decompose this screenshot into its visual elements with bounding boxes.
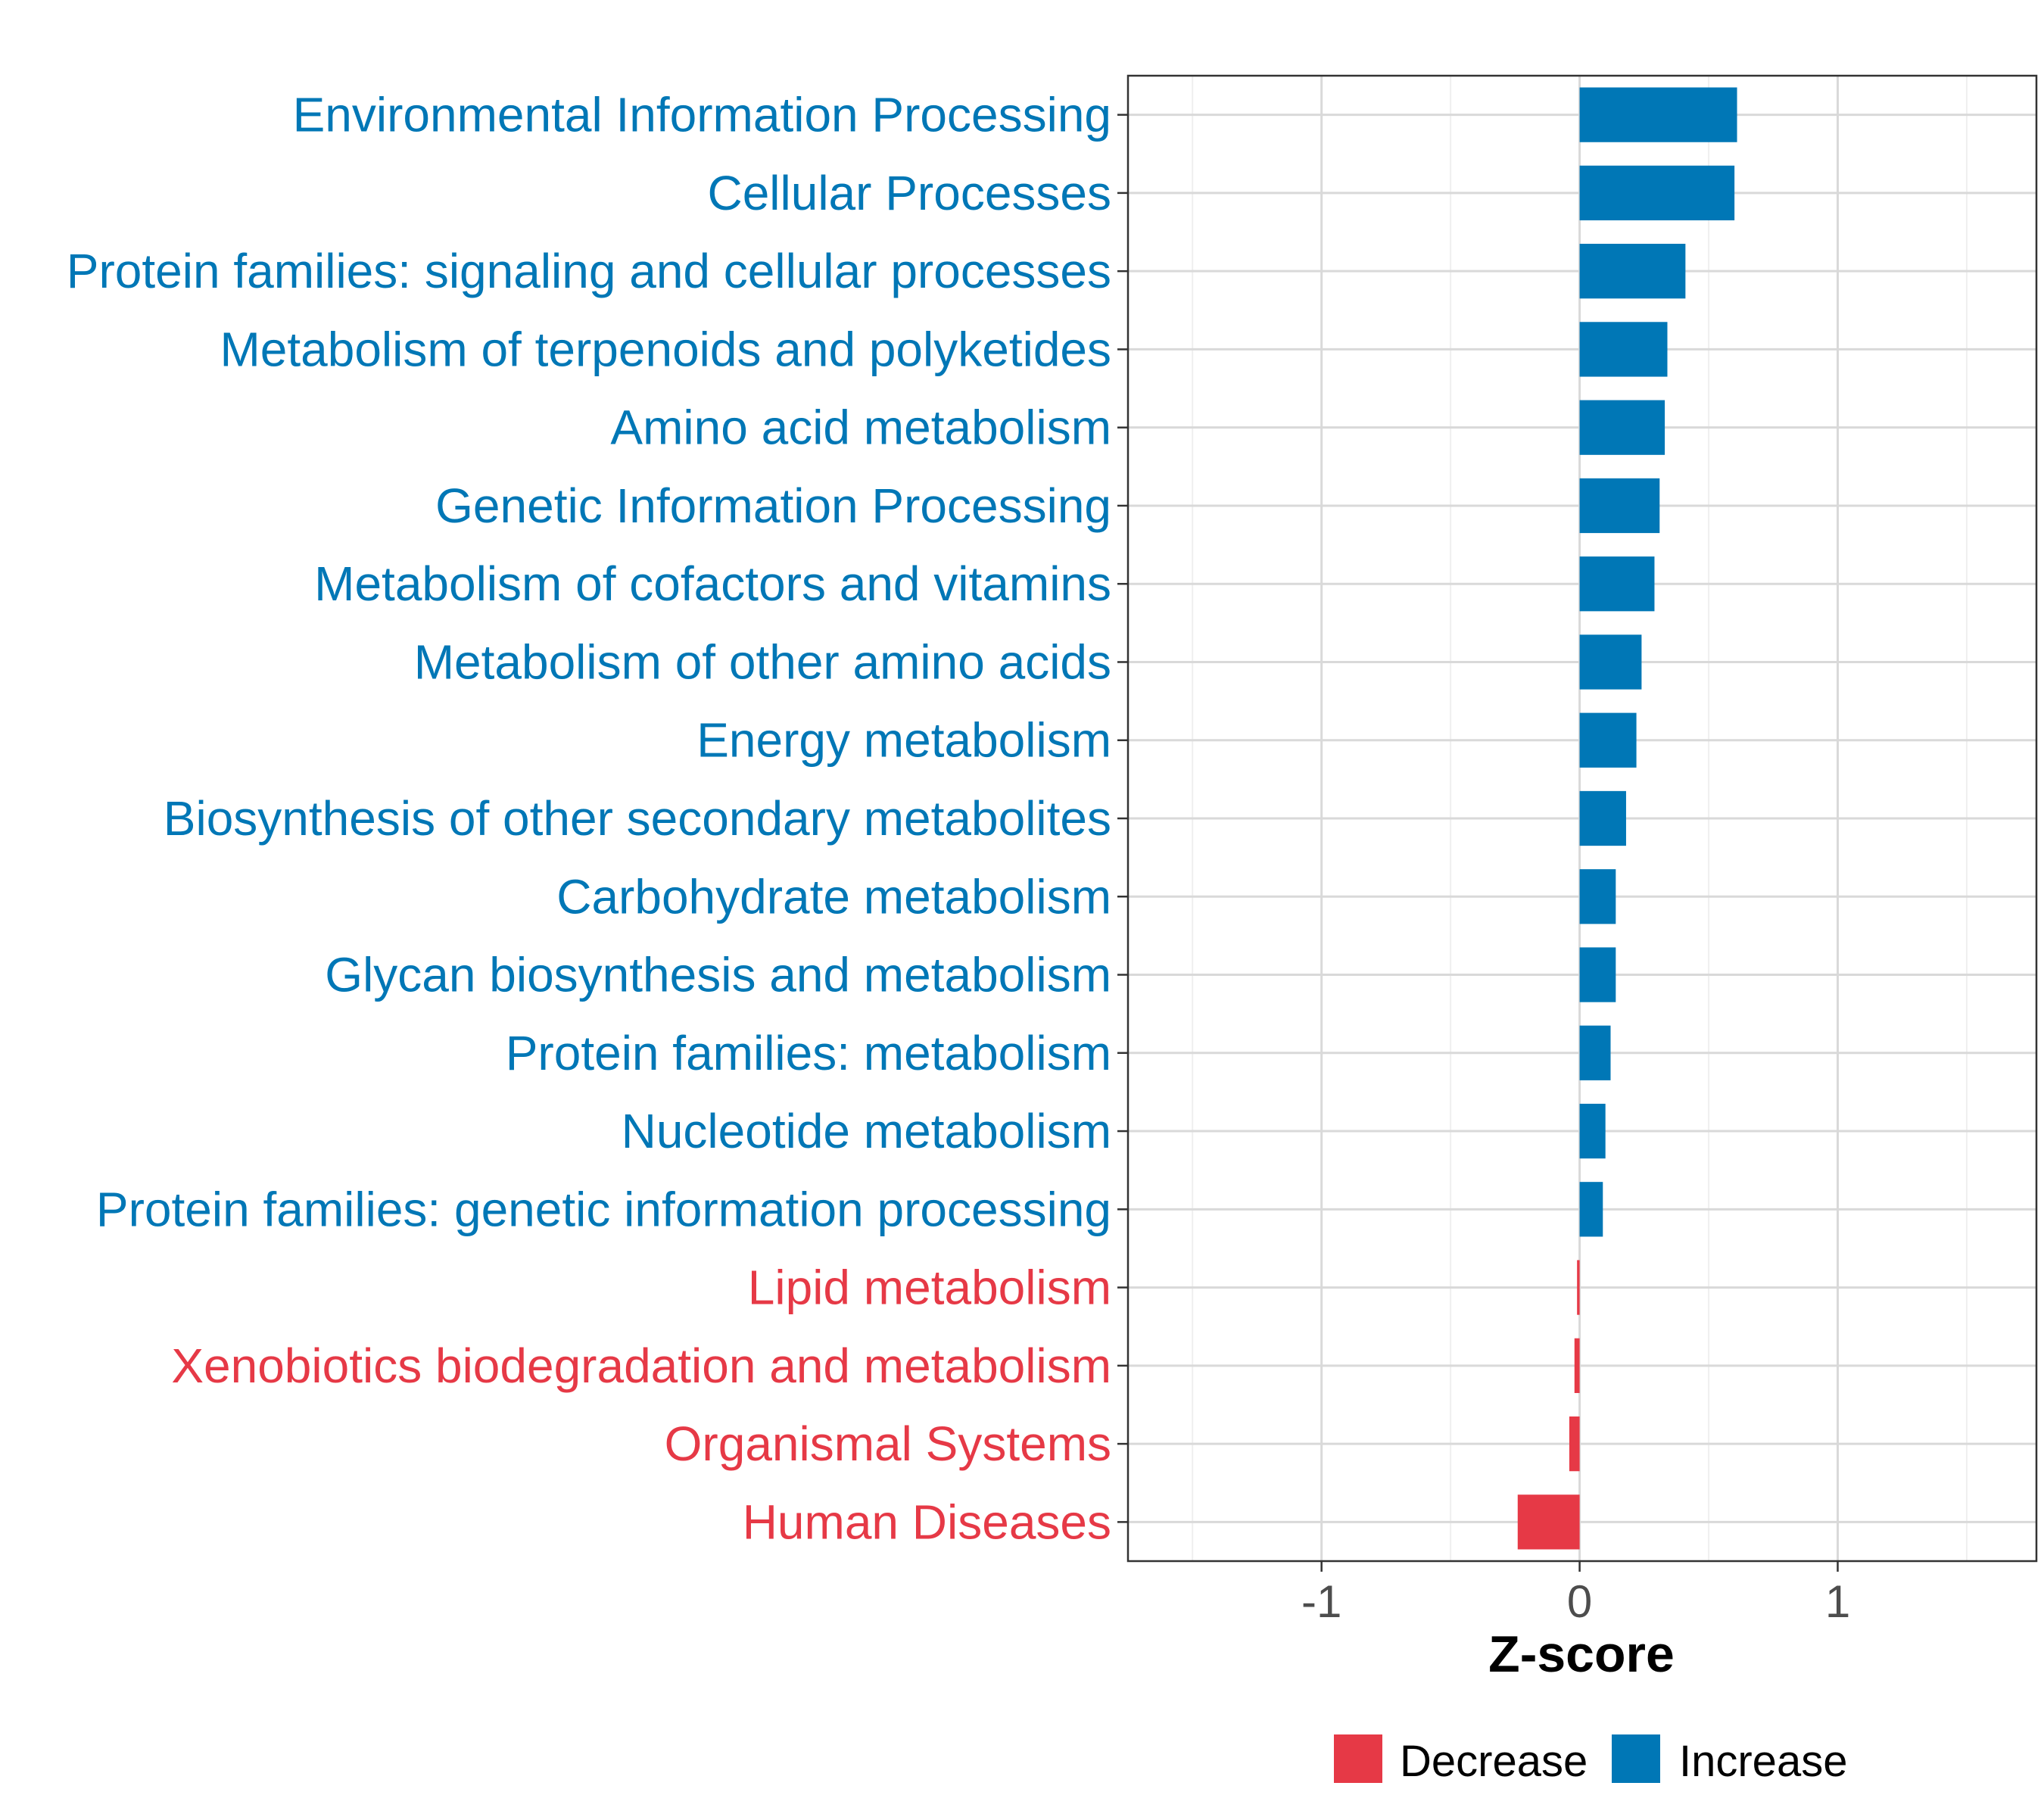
bar [1579, 244, 1686, 299]
x-tick-label: 0 [1567, 1576, 1592, 1627]
category-label: Metabolism of cofactors and vitamins [314, 556, 1111, 611]
category-label: Glycan biosynthesis and metabolism [325, 948, 1111, 1002]
category-label: Metabolism of other amino acids [414, 634, 1111, 689]
category-label: Organismal Systems [665, 1417, 1111, 1471]
category-label: Protein families: signaling and cellular… [67, 244, 1111, 298]
bar [1579, 1025, 1611, 1080]
bar [1579, 556, 1655, 612]
category-label: Protein families: genetic information pr… [96, 1182, 1111, 1236]
bar [1569, 1416, 1580, 1472]
bar [1579, 790, 1626, 846]
category-label: Environmental Information Processing [293, 88, 1111, 142]
legend: Decrease Increase [1334, 1734, 1847, 1786]
bar [1579, 400, 1665, 455]
category-label: Xenobiotics biodegradation and metabolis… [171, 1339, 1111, 1393]
bar [1517, 1494, 1580, 1550]
bar [1579, 634, 1642, 690]
category-label: Carbohydrate metabolism [556, 869, 1111, 924]
category-label: Amino acid metabolism [610, 400, 1111, 455]
axis-ticks: -1 0 1 [1117, 114, 1850, 1627]
category-label: Nucleotide metabolism [622, 1104, 1111, 1158]
bar [1579, 869, 1616, 924]
legend-swatch-increase [1612, 1734, 1660, 1783]
category-label: Lipid metabolism [748, 1261, 1111, 1315]
bar [1579, 947, 1616, 1002]
category-labels: Environmental Information Processing Cell… [67, 88, 1111, 1550]
x-tick-label: -1 [1301, 1576, 1341, 1627]
category-label: Protein families: metabolism [506, 1026, 1111, 1080]
bars [1517, 87, 1737, 1550]
bar [1579, 1182, 1603, 1237]
bar [1579, 1103, 1606, 1159]
bar [1579, 165, 1735, 221]
legend-label-increase: Increase [1679, 1737, 1847, 1786]
bar [1577, 1260, 1580, 1315]
bar [1579, 712, 1637, 768]
legend-label-decrease: Decrease [1400, 1737, 1588, 1786]
category-label: Human Diseases [743, 1494, 1111, 1549]
legend-swatch-decrease [1334, 1734, 1382, 1783]
bar [1579, 478, 1660, 534]
plot-panel [1126, 74, 2038, 1563]
category-label: Genetic Information Processing [435, 478, 1111, 533]
category-label: Biosynthesis of other secondary metaboli… [164, 791, 1111, 846]
x-tick-label: 1 [1825, 1576, 1850, 1627]
category-label: Metabolism of terpenoids and polyketides [220, 322, 1111, 376]
bar [1579, 322, 1668, 377]
bar [1574, 1338, 1580, 1393]
category-label: Cellular Processes [707, 166, 1111, 220]
x-axis-title: Z-score [1488, 1625, 1675, 1683]
category-label: Energy metabolism [696, 713, 1111, 768]
bar [1579, 87, 1737, 142]
